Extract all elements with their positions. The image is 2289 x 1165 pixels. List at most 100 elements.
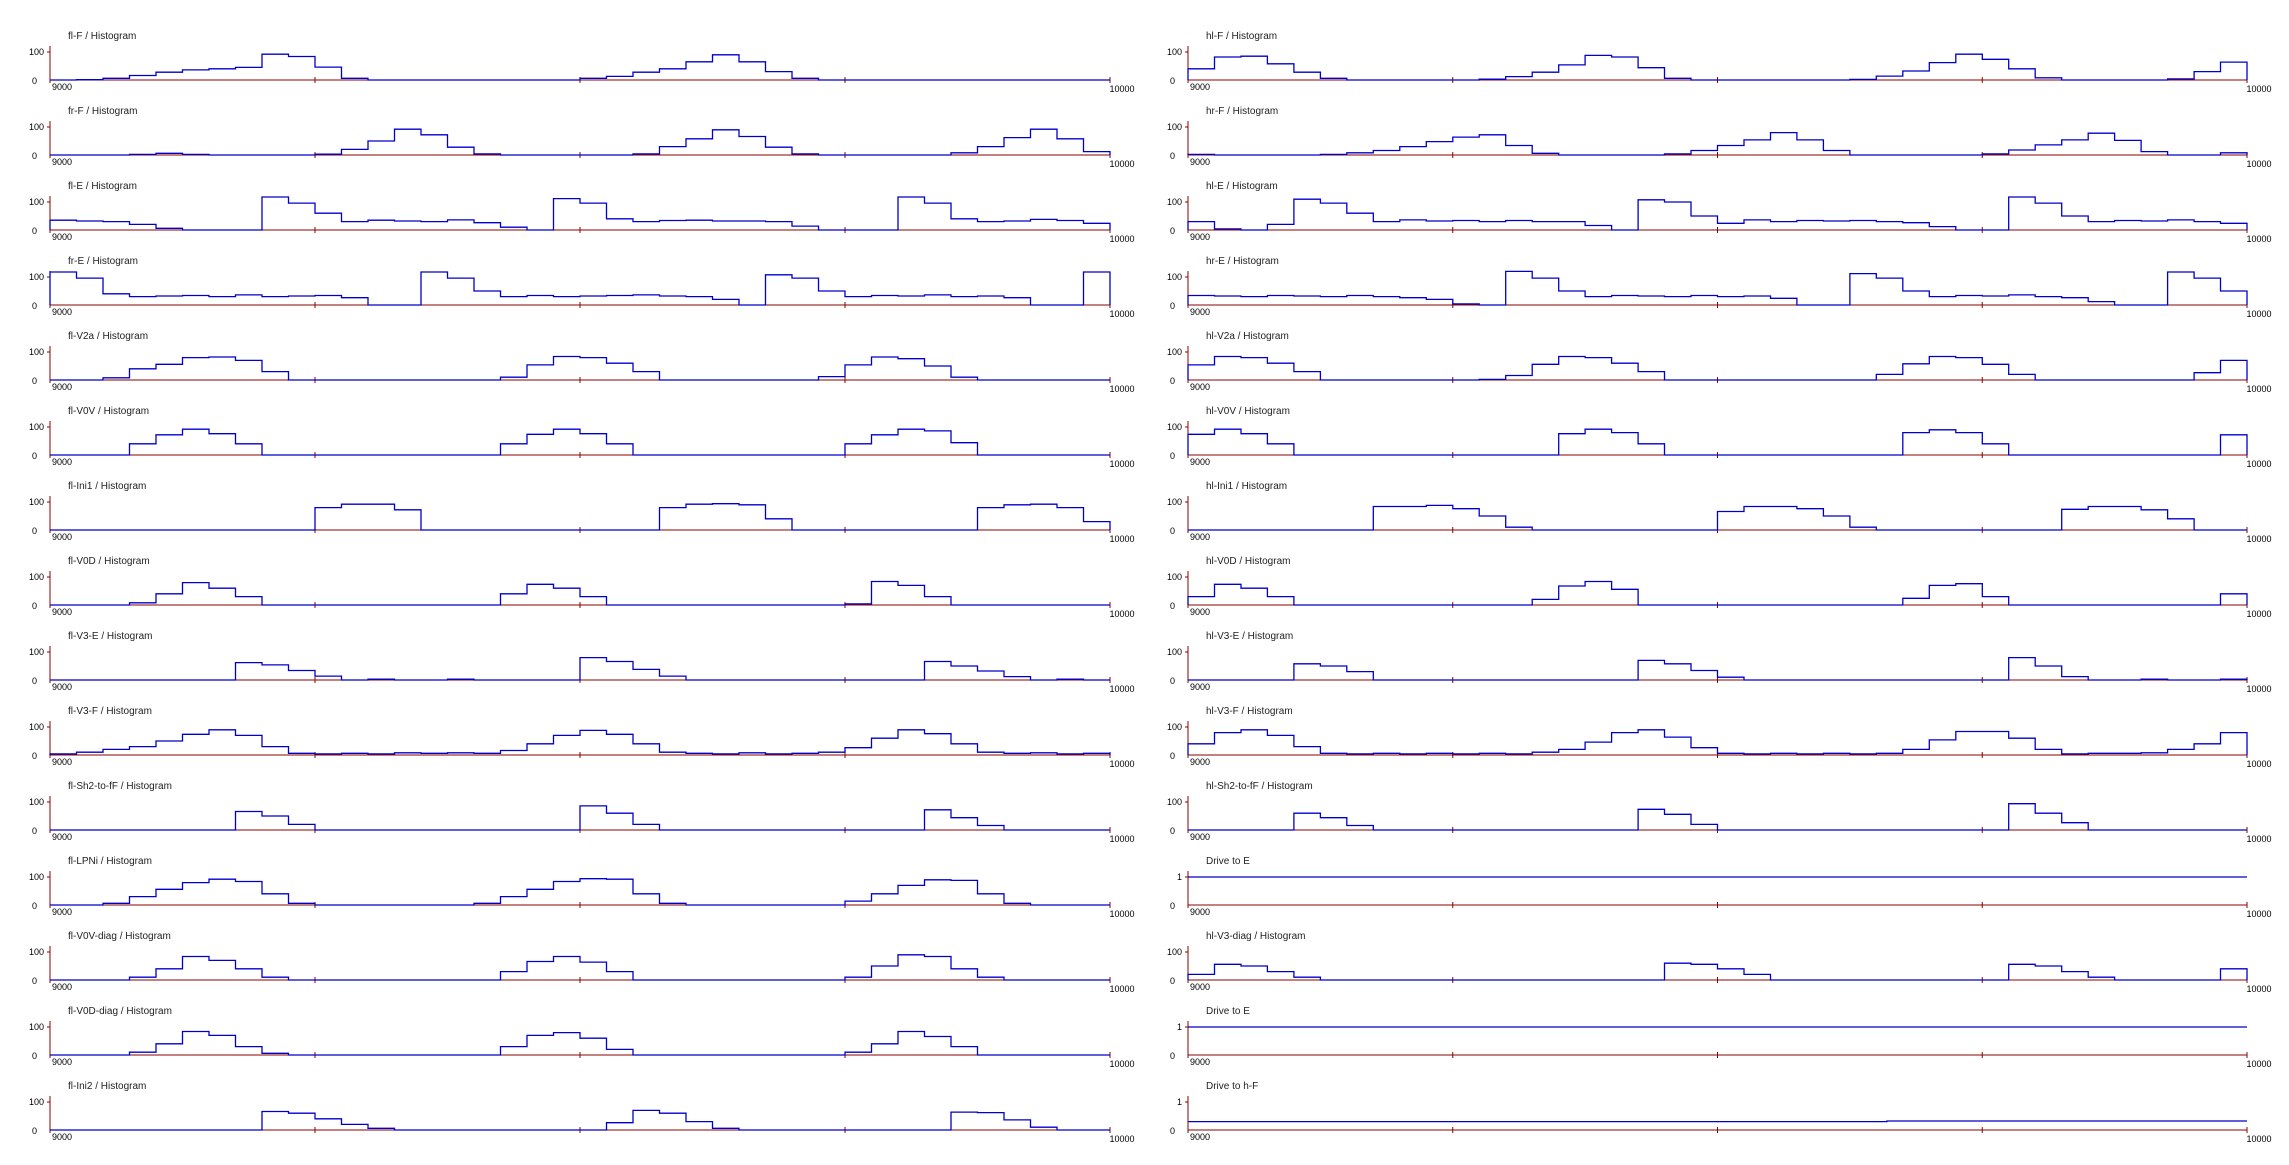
x-tick-label: 10000 xyxy=(1109,609,1134,619)
y-tick-label: 0 xyxy=(32,676,37,686)
x-tick-label: 9000 xyxy=(1190,82,1210,92)
x-tick-label: 9000 xyxy=(1190,907,1210,917)
y-tick-label: 100 xyxy=(29,872,44,882)
panel-title: hl-Ini1 / Histogram xyxy=(1206,481,1287,492)
panel-hl-v0v-histogram: hl-V0V / Histogram 0 100 9000 10000 xyxy=(1167,406,2272,469)
histogram-series xyxy=(50,428,1110,456)
panel-hr-f-histogram: hr-F / Histogram 0 100 9000 10000 xyxy=(1167,106,2272,169)
x-tick-label: 9000 xyxy=(1190,232,1210,242)
panel-fl-f-histogram: fl-F / Histogram 0 100 9000 10000 xyxy=(29,31,1135,94)
x-tick-label: 9000 xyxy=(52,157,72,167)
x-tick-label: 9000 xyxy=(1190,382,1210,392)
x-tick-label: 10000 xyxy=(2246,309,2271,319)
x-tick-label: 10000 xyxy=(2246,459,2271,469)
x-tick-label: 10000 xyxy=(2246,159,2271,169)
y-tick-label: 0 xyxy=(32,376,37,386)
x-tick-label: 9000 xyxy=(52,982,72,992)
panel-title: hl-V3-E / Histogram xyxy=(1206,631,1293,642)
panel-title: Drive to E xyxy=(1206,856,1250,867)
panel-fl-v0d-histogram: fl-V0D / Histogram 0 100 9000 10000 xyxy=(29,556,1135,619)
y-tick-label: 0 xyxy=(1170,526,1175,536)
x-tick-label: 10000 xyxy=(1109,684,1134,694)
histogram-series xyxy=(50,1030,1110,1056)
x-tick-label: 10000 xyxy=(1109,84,1134,94)
panel-title: fl-V0V / Histogram xyxy=(68,406,149,417)
x-tick-label: 10000 xyxy=(2246,759,2271,769)
panel-title: fl-V0D-diag / Histogram xyxy=(68,1006,172,1017)
y-tick-label: 0 xyxy=(32,76,37,86)
y-tick-label: 100 xyxy=(29,197,44,207)
y-tick-label: 1 xyxy=(1177,1097,1182,1107)
x-tick-label: 10000 xyxy=(1109,909,1134,919)
y-tick-label: 100 xyxy=(29,272,44,282)
panel-title: fl-V0D / Histogram xyxy=(68,556,150,567)
panel-title: fl-V3-F / Histogram xyxy=(68,706,152,717)
x-tick-label: 10000 xyxy=(2246,1134,2271,1144)
x-tick-label: 10000 xyxy=(2246,834,2271,844)
panel-title: fl-F / Histogram xyxy=(68,31,136,42)
y-tick-label: 0 xyxy=(32,1051,37,1061)
y-tick-label: 100 xyxy=(1167,572,1182,582)
panel-title: hl-V3-diag / Histogram xyxy=(1206,931,1305,942)
y-tick-label: 0 xyxy=(32,901,37,911)
x-tick-label: 10000 xyxy=(2246,609,2271,619)
y-tick-label: 0 xyxy=(1170,676,1175,686)
panel-hl-v3-f-histogram: hl-V3-F / Histogram 0 100 9000 10000 xyxy=(1167,706,2272,769)
y-tick-label: 0 xyxy=(32,601,37,611)
histogram-series xyxy=(50,954,1110,981)
x-tick-label: 9000 xyxy=(52,607,72,617)
x-tick-label: 9000 xyxy=(52,1132,72,1142)
panel-fl-sh2-to-ff-histogram: fl-Sh2-to-fF / Histogram 0 100 9000 10000 xyxy=(29,781,1135,844)
panel-hl-f-histogram: hl-F / Histogram 0 100 9000 10000 xyxy=(1167,31,2272,94)
x-tick-label: 9000 xyxy=(52,1057,72,1067)
y-tick-label: 0 xyxy=(32,526,37,536)
panel-title: hl-V0D / Histogram xyxy=(1206,556,1290,567)
y-tick-label: 100 xyxy=(1167,947,1182,957)
y-tick-label: 100 xyxy=(1167,647,1182,657)
histogram-series xyxy=(1187,355,2248,381)
x-tick-label: 10000 xyxy=(1109,1134,1134,1144)
histogram-series xyxy=(49,271,1111,306)
histogram-series xyxy=(50,128,1111,156)
panel-title: fl-V2a / Histogram xyxy=(68,331,148,342)
panel-hl-v3-diag-histogram: hl-V3-diag / Histogram 0 100 9000 10000 xyxy=(1167,931,2272,994)
histogram-series xyxy=(1188,504,2247,531)
panel-drive-to-h-f: Drive to h-F 0 1 9000 10000 xyxy=(1170,1081,2272,1144)
x-tick-label: 10000 xyxy=(2246,534,2271,544)
panel-title: fr-E / Histogram xyxy=(68,256,138,267)
histogram-series xyxy=(1187,270,2248,306)
panel-title: fl-E / Histogram xyxy=(68,181,137,192)
x-tick-label: 10000 xyxy=(1109,1059,1134,1069)
y-tick-label: 0 xyxy=(32,976,37,986)
x-tick-label: 10000 xyxy=(1109,309,1134,319)
histogram-series xyxy=(50,878,1110,906)
x-tick-label: 9000 xyxy=(52,532,72,542)
x-tick-label: 10000 xyxy=(1109,984,1134,994)
panel-title: hr-E / Histogram xyxy=(1206,256,1279,267)
panel-fl-v0v-histogram: fl-V0V / Histogram 0 100 9000 10000 xyxy=(29,406,1135,469)
histogram-series xyxy=(50,580,1110,606)
y-tick-label: 100 xyxy=(1167,722,1182,732)
x-tick-label: 9000 xyxy=(52,82,72,92)
y-tick-label: 100 xyxy=(29,1097,44,1107)
y-tick-label: 100 xyxy=(1167,272,1182,282)
x-tick-label: 10000 xyxy=(2246,684,2271,694)
panel-title: fl-LPNi / Histogram xyxy=(68,856,152,867)
histogram-series xyxy=(1188,656,2248,681)
x-tick-label: 9000 xyxy=(1190,157,1210,167)
y-tick-label: 0 xyxy=(1170,1126,1175,1136)
panel-title: fl-V3-E / Histogram xyxy=(68,631,152,642)
panel-fl-ini2-histogram: fl-Ini2 / Histogram 0 100 9000 10000 xyxy=(29,1081,1135,1144)
y-tick-label: 1 xyxy=(1177,872,1182,882)
histogram-series xyxy=(50,1109,1110,1131)
y-tick-label: 0 xyxy=(1170,376,1175,386)
panel-drive-to-e: Drive to E 0 1 9000 10000 xyxy=(1170,1006,2272,1069)
panel-fl-e-histogram: fl-E / Histogram 0 100 9000 10000 xyxy=(29,181,1135,244)
panel-fl-v2a-histogram: fl-V2a / Histogram 0 100 9000 10000 xyxy=(29,331,1135,394)
y-tick-label: 100 xyxy=(1167,497,1182,507)
histogram-series xyxy=(1187,196,2248,231)
y-tick-label: 100 xyxy=(29,422,44,432)
panel-fl-ini1-histogram: fl-Ini1 / Histogram 0 100 9000 10000 xyxy=(29,481,1135,544)
x-tick-label: 9000 xyxy=(1190,757,1210,767)
panel-fl-lpni-histogram: fl-LPNi / Histogram 0 100 9000 10000 xyxy=(29,856,1135,919)
